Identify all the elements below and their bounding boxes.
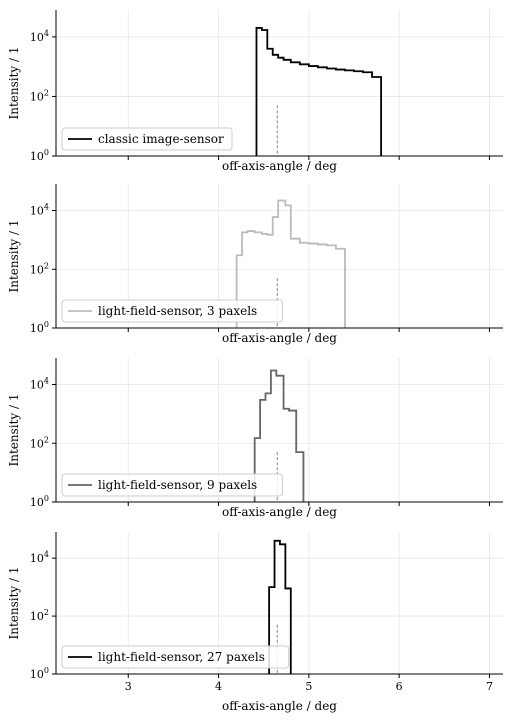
x-axis-label: off-axis-angle / deg: [222, 159, 337, 173]
histogram-series: [253, 369, 305, 502]
x-tick-label: 6: [396, 680, 403, 693]
y-tick-label: 100: [30, 320, 49, 335]
y-tick-label: 102: [30, 88, 49, 103]
y-axis-label: Intensity / 1: [7, 46, 21, 119]
y-tick-label: 104: [30, 203, 49, 218]
y-tick-label: 100: [30, 494, 49, 509]
y-tick-label: 102: [30, 608, 49, 623]
y-tick-label: 102: [30, 261, 49, 276]
legend-label: light-field-sensor, 3 paxels: [98, 304, 257, 318]
x-tick-label: 3: [125, 680, 132, 693]
y-tick-label: 100: [30, 148, 49, 163]
panel-4: 3 4 5 6 7 100 102 104 Intensity / 1 off-axis-angl…: [7, 532, 503, 713]
x-tick-label: 5: [305, 680, 312, 693]
legend: light-field-sensor, 9 paxels: [61, 473, 283, 497]
y-tick-label: 104: [30, 29, 49, 44]
y-axis-label: Intensity / 1: [7, 219, 21, 292]
y-tick-label: 100: [30, 666, 49, 681]
legend-label: classic image-sensor: [98, 132, 224, 146]
y-tick-label: 102: [30, 435, 49, 450]
legend: light-field-sensor, 27 paxels: [61, 645, 290, 669]
x-axis-label: off-axis-angle / deg: [222, 699, 337, 713]
legend: classic image-sensor: [61, 127, 233, 151]
legend-box: [61, 127, 233, 151]
legend-box: [61, 473, 283, 497]
x-tick-label: 4: [215, 680, 222, 693]
histogram-series: [235, 199, 346, 328]
legend: light-field-sensor, 3 paxels: [61, 299, 283, 323]
x-axis-label: off-axis-angle / deg: [222, 331, 337, 345]
y-tick-label: 104: [30, 550, 49, 565]
x-tick-label: 7: [486, 680, 493, 693]
legend-label: light-field-sensor, 9 paxels: [98, 478, 257, 492]
panel-1: 100 102 104 Intensity / 1 off-axis-angle / d…: [7, 10, 503, 173]
y-tick-label: 104: [30, 377, 49, 392]
legend-label: light-field-sensor, 27 paxels: [98, 650, 265, 664]
panel-3: 100 102 104 Intensity / 1 off-axis-angle / d…: [7, 358, 503, 519]
y-axis-label: Intensity / 1: [7, 393, 21, 466]
panel-2: 100 102 104 Intensity / 1 off-axis-angle / d…: [7, 184, 503, 345]
legend-box: [61, 645, 290, 669]
legend-box: [61, 299, 283, 323]
y-axis-label: Intensity / 1: [7, 566, 21, 639]
x-axis-label: off-axis-angle / deg: [222, 505, 337, 519]
histogram-series: [255, 27, 382, 156]
histogram-series: [268, 539, 292, 674]
